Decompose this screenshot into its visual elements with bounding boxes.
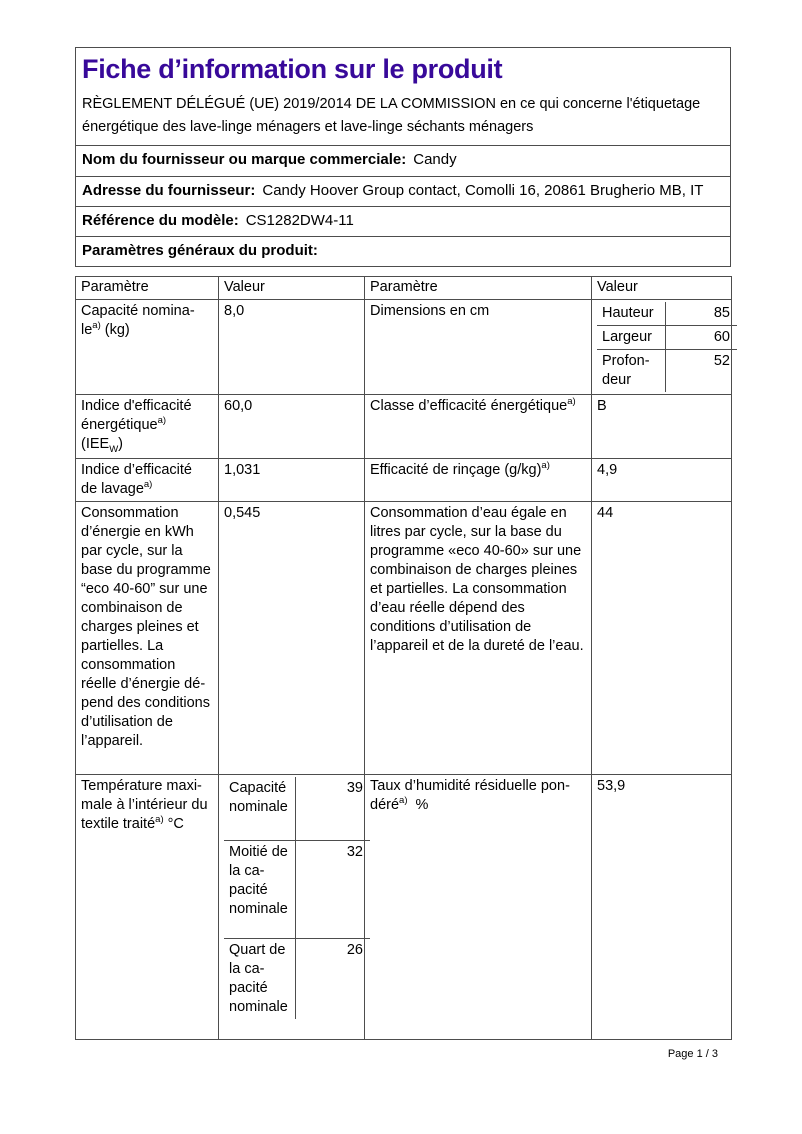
page-number: Page 1 / 3	[667, 1048, 718, 1060]
capacity-label: Capacité nomina­lea) (kg)	[75, 298, 219, 396]
model-reference-row: Référence du modèle: CS1282DW4-11	[76, 207, 730, 238]
column-header-parameter-1: Paramètre	[75, 275, 219, 300]
residual-humidity-value: 53,9	[591, 774, 732, 1041]
temperature-subtable: Capaci­té nomi­nale 39 Moitié de la ca­p…	[224, 777, 370, 1019]
iee-subscript: W	[109, 443, 119, 455]
footnote-marker: a)	[143, 479, 153, 491]
column-header-parameter-2: Paramètre	[364, 275, 592, 300]
row-consumption: Consommation d’énergie en kWh par cycle,…	[75, 501, 732, 776]
section-heading: Paramètres généraux du produit:	[82, 242, 318, 260]
row-temperature-humidity: Température maxi­male à l’intérieur du t…	[75, 774, 732, 1041]
dimension-value: 60	[664, 325, 737, 350]
washing-index-label: Indice d’efficacité de lavagea)	[75, 458, 219, 503]
temp-row-half: Moitié de la ca­pacité nomi­nale 32	[224, 839, 370, 939]
supplier-address-row: Adresse du fournisseur: Candy Hoover Grou…	[76, 177, 730, 207]
supplier-address-value: Candy Hoover Group contact, Comolli 16, …	[262, 181, 704, 199]
temp-load-name: Moitié de la ca­pacité nomi­nale	[224, 839, 295, 939]
footnote-marker: a)	[541, 460, 550, 472]
footnote-marker: a)	[567, 396, 576, 408]
model-reference-value: CS1282DW4-11	[245, 211, 354, 229]
water-consumption-label: Consommation d’eau égale en litres par c…	[364, 501, 592, 776]
temperature-subtable-cell: Capaci­té nomi­nale 39 Moitié de la ca­p…	[218, 774, 370, 1041]
intro-block: Fiche d’information sur le produit RÈGLE…	[76, 48, 730, 147]
dimensions-subtable: Hauteur 85 Largeur 60 Profon­deur 52	[597, 301, 737, 393]
rinsing-label: Efficacité de rinçage (g/kg)a)	[364, 458, 592, 503]
temp-value: 26	[294, 937, 370, 1019]
energy-class-label: Classe d’efficacité énergétiquea)	[364, 394, 592, 460]
dimension-value: 52	[664, 349, 737, 393]
dimension-row-depth: Profon­deur 52	[597, 349, 737, 393]
parameters-table: Paramètre Valeur Paramètre Valeur Capaci…	[75, 275, 737, 1041]
rinsing-value: 4,9	[591, 458, 732, 503]
capacity-value: 8,0	[218, 298, 365, 396]
footnote-marker: a)	[155, 814, 164, 826]
dimension-name: Hauteur	[602, 304, 654, 321]
residual-humidity-label: Taux d’humidité résiduelle pon­déréa) %	[364, 774, 592, 1041]
temp-load-name: Quart de la ca­pacité nomi­nale	[224, 937, 295, 1019]
washing-index-value: 1,031	[218, 458, 365, 503]
column-header-value-1: Valeur	[218, 275, 365, 300]
footnote-marker: a)	[92, 319, 101, 331]
energy-consumption-value: 0,545	[218, 501, 365, 776]
dimension-name: Largeur	[597, 325, 665, 350]
page-title: Fiche d’information sur le produit	[82, 54, 503, 84]
document-content: Fiche d’information sur le produit RÈGLE…	[75, 47, 737, 1041]
column-header-value-2: Valeur	[591, 275, 732, 300]
section-heading-row: Paramètres généraux du produit:	[76, 237, 730, 266]
supplier-address-label: Adresse du fournisseur:	[82, 181, 256, 199]
supplier-name-label: Nom du fournisseur ou marque commerciale…	[82, 151, 407, 169]
dimensions-label: Dimensions en cm	[364, 298, 592, 396]
top-info-table: Fiche d’information sur le produit RÈGLE…	[75, 47, 731, 267]
supplier-name-value: Candy	[413, 151, 457, 169]
row-capacity-dimensions: Capacité nomina­lea) (kg) 8,0 Dimensions…	[75, 298, 737, 396]
water-consumption-value: 44	[591, 501, 732, 776]
dimension-row-width: Largeur 60	[597, 325, 737, 350]
row-washing-rinsing: Indice d’efficacité de lavagea) 1,031 Ef…	[75, 458, 732, 503]
iee-label: Indice d'efficaci­té énergétiquea) (IEEW…	[75, 394, 219, 460]
temp-row-nominal: Capaci­té nomi­nale 39	[224, 777, 370, 841]
regulation-text: RÈGLEMENT DÉLÉGUÉ (UE) 2019/2014 DE LA C…	[82, 96, 701, 135]
row-energy-efficiency: Indice d'efficaci­té énergétiquea) (IEEW…	[75, 394, 732, 460]
dimension-name: Profon­deur	[597, 349, 665, 393]
temp-row-quarter: Quart de la ca­pacité nomi­nale 26	[224, 937, 370, 1019]
iee-value: 60,0	[218, 394, 365, 460]
temp-value: 39	[294, 777, 370, 841]
dimensions-subtable-cell: Hauteur 85 Largeur 60 Profon­deur 52	[591, 298, 737, 396]
energy-consumption-label: Consommation d’énergie en kWh par cycle,…	[75, 501, 219, 776]
dimension-value: 85	[664, 301, 737, 326]
temp-value: 32	[294, 839, 370, 939]
footnote-marker: a)	[399, 795, 408, 807]
supplier-name-row: Nom du fournisseur ou marque commerciale…	[76, 146, 730, 177]
model-reference-label: Référence du modèle:	[82, 211, 239, 229]
dimension-row-height: Hauteur 85	[597, 301, 737, 326]
table-header-row: Paramètre Valeur Paramètre Valeur	[75, 275, 732, 300]
footnote-marker: a)	[157, 415, 167, 427]
max-temperature-label: Température maxi­male à l’intérieur du t…	[75, 774, 219, 1041]
energy-class-value: B	[591, 394, 732, 460]
temp-load-name: Capaci­té nomi­nale	[229, 780, 288, 816]
